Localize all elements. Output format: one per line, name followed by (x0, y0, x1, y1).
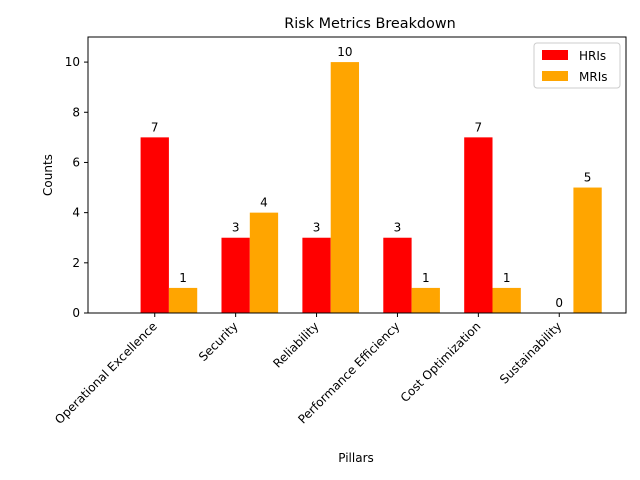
y-tick-label: 0 (72, 306, 80, 320)
y-tick-label: 8 (72, 105, 80, 119)
bar-mris (249, 212, 279, 313)
bar-mris (492, 287, 521, 313)
data-label: 7 (151, 120, 159, 134)
y-tick-label: 6 (72, 155, 80, 169)
x-tick-label: Reliability (270, 319, 321, 370)
bar-mris (330, 62, 360, 313)
data-label: 10 (337, 45, 352, 59)
data-label: 1 (503, 271, 511, 285)
axes-frame (87, 36, 627, 314)
x-tick-label: Cost Optimization (398, 319, 484, 405)
data-label: 3 (394, 221, 402, 235)
legend-label-hris: HRIs (579, 49, 606, 63)
legend-swatch-mris (542, 71, 568, 81)
data-label: 7 (475, 120, 483, 134)
legend-swatch-hris (542, 50, 568, 60)
bar-mris (411, 287, 440, 313)
y-tick-label: 10 (65, 55, 80, 69)
data-label: 1 (422, 271, 430, 285)
data-label: 5 (584, 171, 592, 185)
y-tick-label: 4 (72, 206, 80, 220)
chart-title: Risk Metrics Breakdown (284, 16, 456, 32)
y-axis-label: Counts (41, 154, 55, 196)
data-label: 0 (555, 296, 563, 310)
bar-mris (168, 287, 198, 313)
bar-hris (221, 237, 250, 313)
data-label: 4 (260, 196, 268, 210)
y-tick-label: 2 (72, 256, 80, 270)
data-label: 3 (232, 221, 240, 235)
x-tick-label: Security (196, 319, 241, 364)
data-label: 3 (313, 221, 321, 235)
plot-area: 7 3 3 3 7 0 1 4 10 1 1 5 (140, 45, 602, 313)
x-tick-label: Sustainability (497, 319, 564, 386)
bar-mris (573, 187, 602, 313)
x-axis-label: Pillars (338, 451, 374, 465)
legend-label-mris: MRIs (579, 70, 607, 84)
bar-hris (383, 237, 412, 313)
bar-hris (140, 137, 169, 313)
bar-hris (464, 137, 493, 313)
x-tick-label: Operational Excellence (52, 319, 160, 427)
legend: HRIs MRIs (533, 42, 621, 89)
data-label: 1 (179, 271, 187, 285)
bar-hris (302, 237, 331, 313)
